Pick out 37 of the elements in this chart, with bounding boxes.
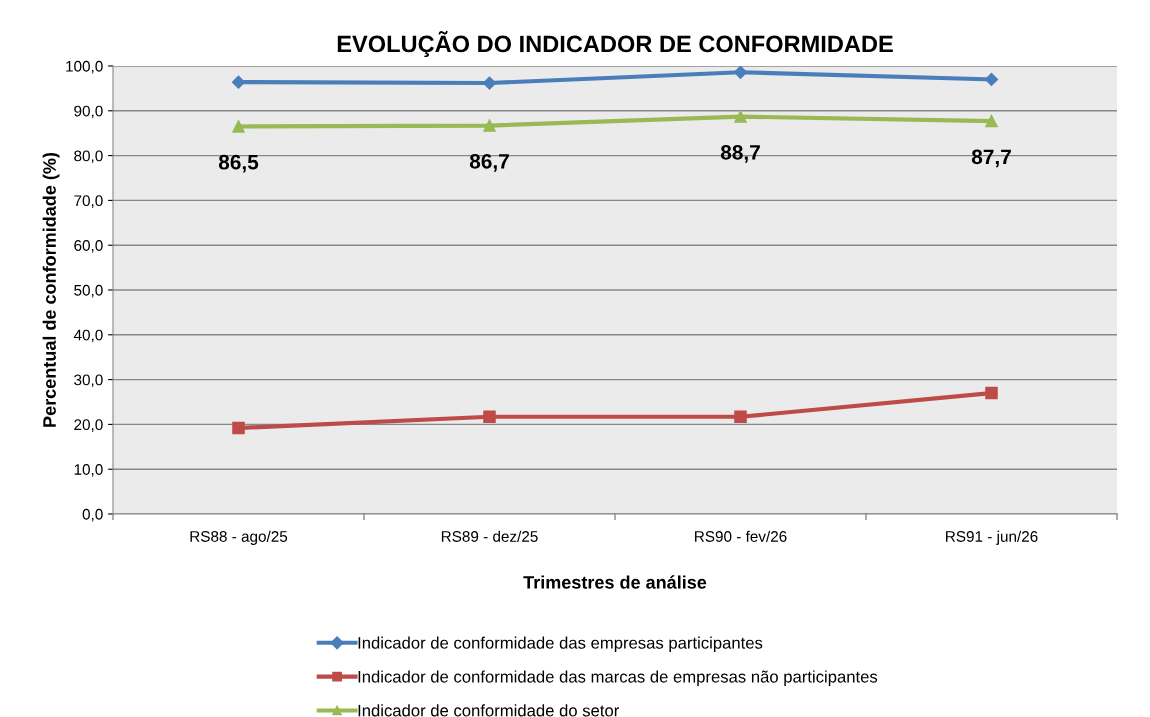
- point: [232, 120, 245, 133]
- y-tick-label: 30,0: [74, 374, 103, 388]
- x-axis-title: Trimestres de análise: [523, 575, 707, 589]
- x-tick-label: RS88 - ago/25: [190, 530, 288, 545]
- x-tick-label: RS90 - fev/26: [695, 530, 787, 542]
- point: [483, 410, 496, 424]
- legend-label: Indicador de conformidade do setor: [358, 704, 620, 717]
- data-label: 86,5: [218, 154, 259, 173]
- point: [733, 66, 748, 79]
- y-axis-title: Percentual de conformidade (%): [42, 152, 60, 427]
- point: [734, 110, 747, 123]
- data-label: 86,7: [469, 153, 509, 172]
- y-tick-label: 20,0: [74, 419, 103, 432]
- y-tick-label: 100,0: [66, 60, 103, 74]
- y-tick-label: 0,0: [82, 508, 103, 522]
- point: [482, 76, 497, 90]
- point: [985, 386, 998, 400]
- x-tick-label: RS91 - jun/26: [946, 530, 1038, 545]
- x-tick-label: RS89 - dez/25: [441, 530, 538, 542]
- point: [984, 72, 999, 87]
- y-tick-label: 60,0: [74, 240, 103, 253]
- legend-label: Indicador de conformidade das marcas de empresas não participantes: [358, 670, 878, 686]
- y-tick-label: 40,0: [73, 329, 103, 343]
- y-tick-label: 70,0: [74, 195, 103, 208]
- chart-title: EVOLUÇÃO DO INDICADOR DE CONFORMIDADE: [337, 31, 893, 58]
- data-label: 88,7: [720, 144, 760, 163]
- y-tick-label: 50,0: [74, 284, 103, 298]
- point: [232, 421, 245, 435]
- legend-label: Indicador de conformidade das empresas participantes: [358, 636, 763, 653]
- point: [483, 119, 496, 132]
- point: [985, 114, 998, 128]
- y-tick-label: 10,0: [74, 464, 103, 477]
- y-tick-label: 80,0: [74, 150, 103, 164]
- point: [734, 410, 747, 424]
- data-label: 87,7: [971, 149, 1011, 168]
- y-tick-label: 90,0: [74, 105, 103, 119]
- point: [231, 75, 246, 89]
